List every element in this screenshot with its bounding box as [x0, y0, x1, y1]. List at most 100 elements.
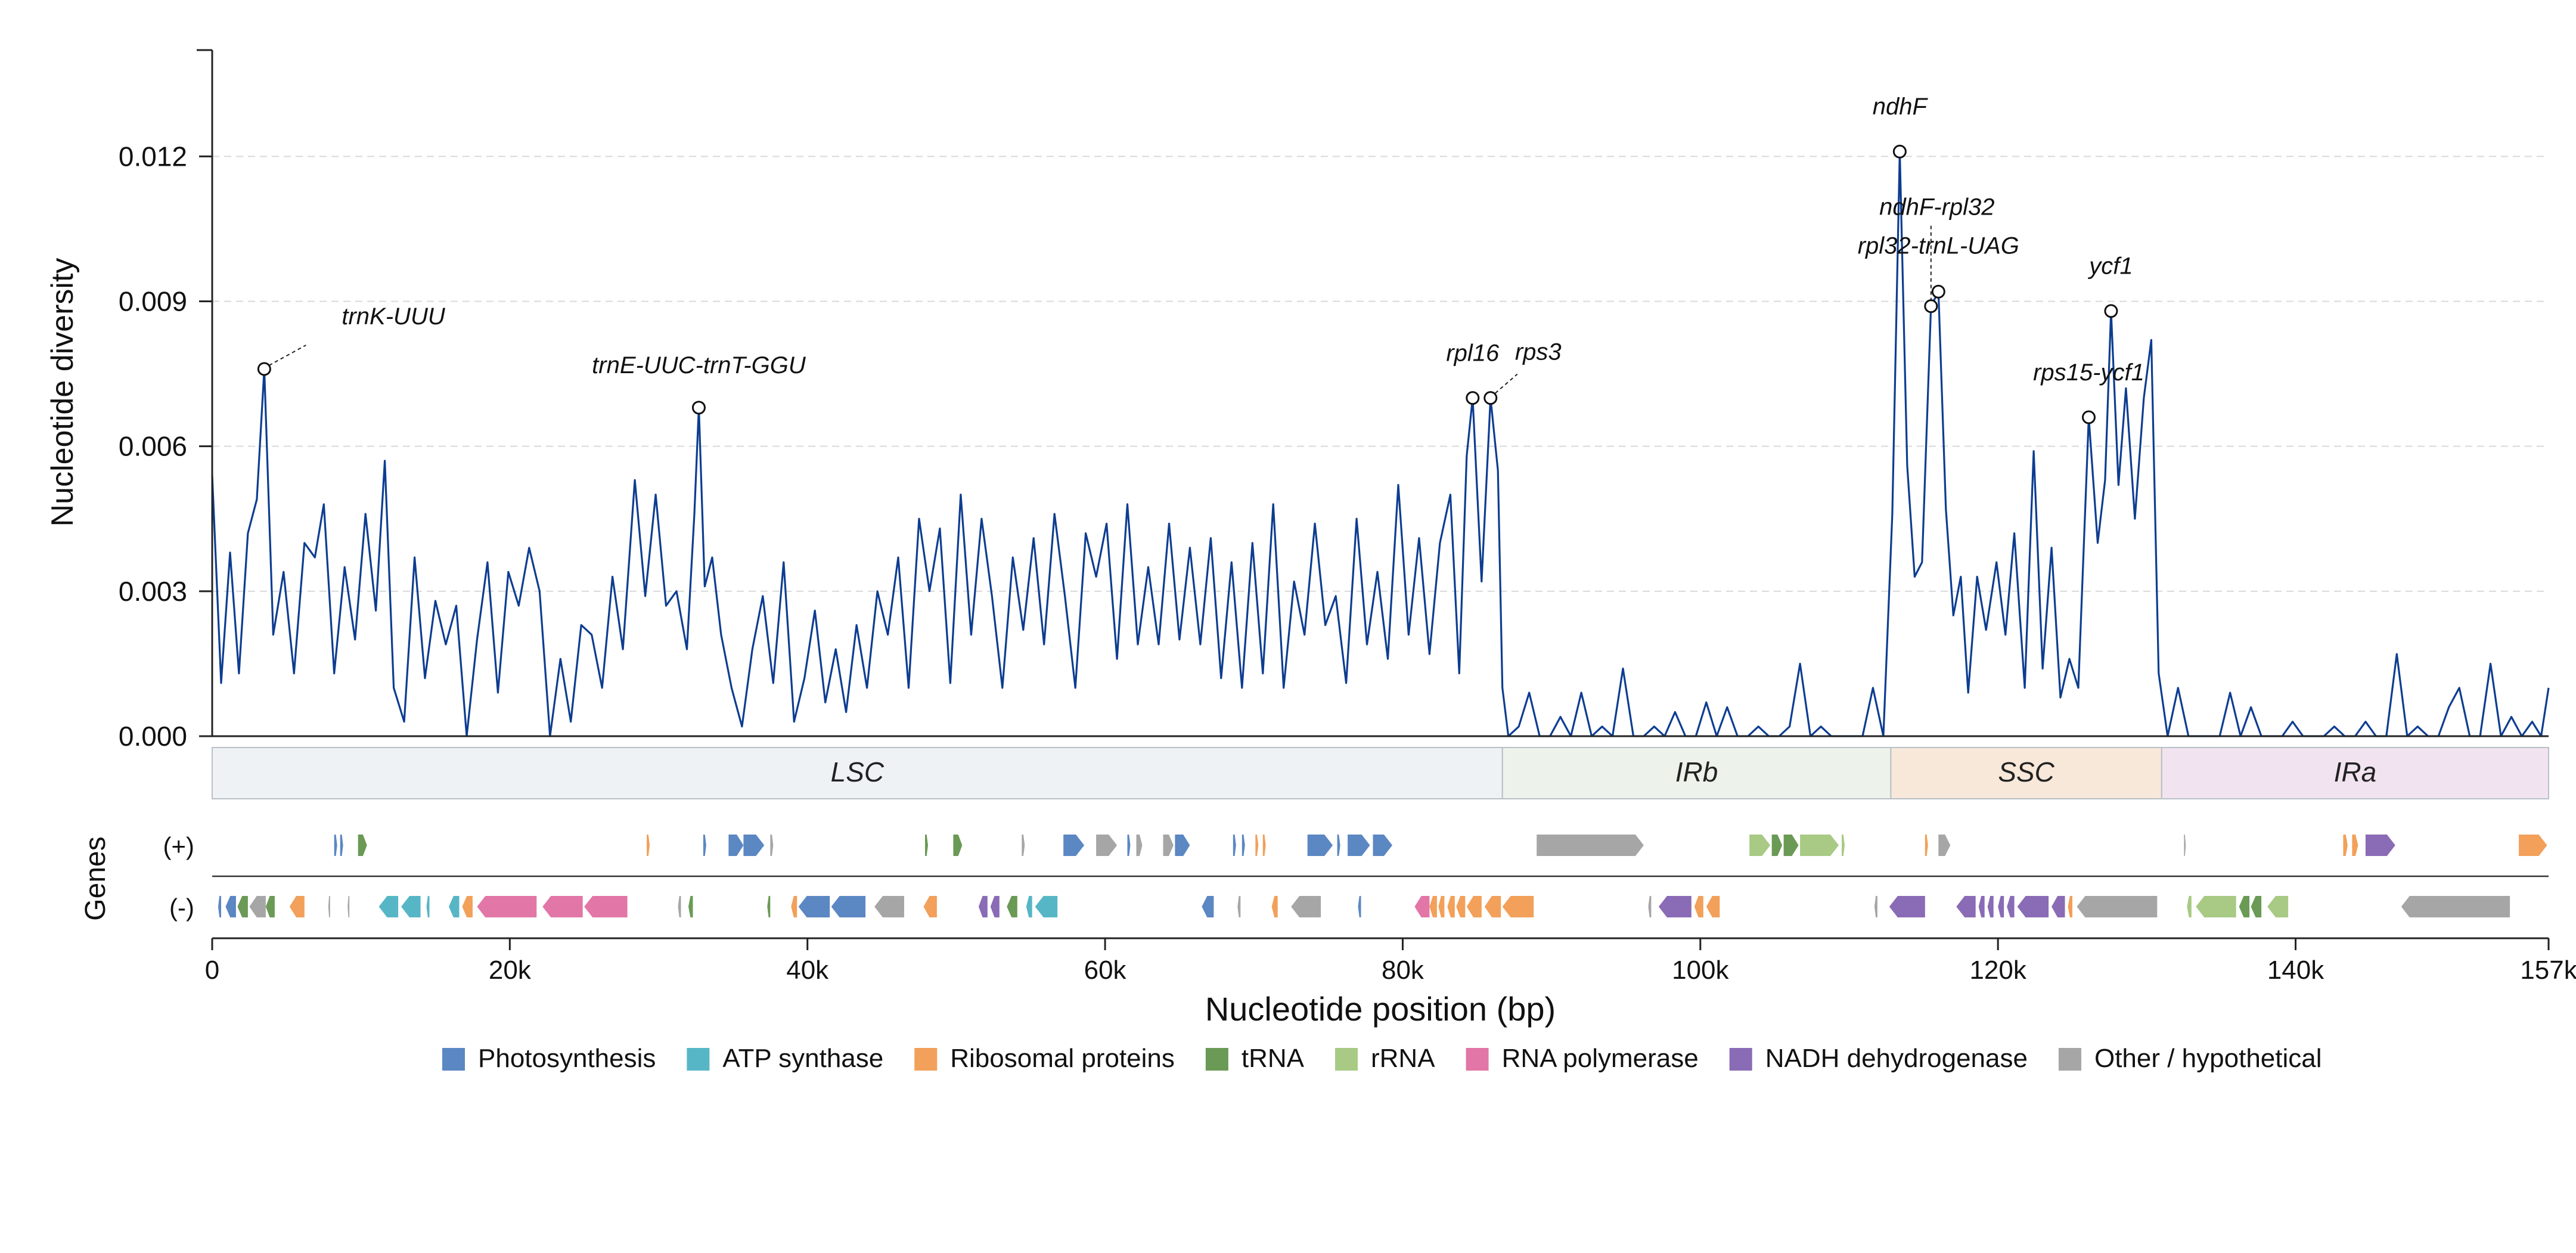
gene-arrow — [953, 835, 963, 856]
gene-arrow — [1202, 896, 1214, 917]
region-box — [2161, 747, 2550, 799]
x-tick-label: 40k — [786, 956, 829, 985]
gene-arrow — [1262, 835, 1266, 856]
gene-arrow — [2187, 896, 2192, 917]
gene-arrow — [1007, 896, 1017, 917]
gene-arrow — [340, 835, 343, 856]
peak-label: trnK-UUU — [342, 303, 445, 330]
gene-arrow — [1035, 896, 1058, 917]
x-tick-label: 100k — [1672, 956, 1729, 985]
x-tick-label: 80k — [1382, 956, 1424, 985]
gene-arrow — [2239, 896, 2250, 917]
genome-region-band: LSC IRb SSC IRa — [212, 747, 2550, 799]
gene-arrow — [1414, 896, 1430, 917]
legend-label: RNA polymerase — [1502, 1044, 1699, 1073]
legend-label: Other / hypothetical — [2094, 1044, 2322, 1073]
gene-arrow — [1842, 835, 1845, 856]
gene-arrow — [1136, 835, 1143, 856]
peak-marker — [1931, 284, 1945, 299]
peak-label: ycf1 — [2087, 253, 2133, 280]
gene-arrow — [1438, 896, 1445, 917]
gene-arrow — [1242, 835, 1245, 856]
gene-arrow — [334, 835, 337, 856]
x-axis-label: Nucleotide position (bp) — [1205, 990, 1556, 1028]
legend-label: NADH dehydrogenase — [1765, 1044, 2028, 1073]
gene-arrow — [1998, 896, 2004, 917]
gene-arrow — [1771, 835, 1783, 856]
gene-arrow — [584, 896, 628, 917]
y-tick-label: 0.006 — [119, 431, 187, 462]
diversity-series-line — [211, 150, 2550, 737]
genes-track-label: Genes — [80, 836, 111, 920]
gene-arrow — [1447, 896, 1455, 917]
gene-arrows — [218, 835, 2547, 917]
peak-marker — [1924, 299, 1938, 314]
gene-arrow — [449, 896, 460, 917]
minus-strand-label: (-) — [169, 894, 194, 922]
y-tick-label: 0.012 — [119, 141, 187, 172]
gene-arrow — [2365, 835, 2395, 856]
gene-arrow — [1291, 896, 1321, 917]
peak-marker — [1892, 144, 1907, 159]
gene-arrow — [1648, 896, 1652, 917]
gene-arrow — [1466, 896, 1482, 917]
region-label: LSC — [831, 756, 884, 787]
gene-arrow — [1874, 896, 1877, 917]
gene-arrow — [1800, 835, 1839, 856]
gene-arrow — [2251, 896, 2262, 917]
gene-arrow — [2052, 896, 2065, 917]
gene-arrow — [1706, 896, 1720, 917]
gene-arrow — [728, 835, 744, 856]
legend-swatch — [1466, 1048, 1489, 1071]
peak-label: ndhF-rpl32 — [1879, 194, 1994, 221]
legend-swatch — [914, 1048, 938, 1071]
gene-arrow — [1978, 896, 1985, 917]
gene-arrow — [923, 896, 937, 917]
gene-arrow — [2007, 896, 2015, 917]
gene-arrow — [978, 896, 988, 917]
gene-arrow — [770, 835, 774, 856]
gene-arrow — [1537, 835, 1644, 856]
y-tick-label: 0.003 — [119, 576, 187, 607]
gene-arrow — [1956, 896, 1976, 917]
legend: Photosynthesis ATP synthase Ribosomal prot… — [442, 1044, 2322, 1073]
gene-arrow — [1925, 835, 1928, 856]
legend-swatch — [1729, 1048, 1752, 1071]
gene-arrow — [874, 896, 904, 917]
gene-arrow — [1337, 835, 1340, 856]
gene-arrow — [289, 896, 305, 917]
gene-arrow — [1348, 835, 1370, 856]
gene-arrow — [703, 835, 706, 856]
plus-strand-label: (+) — [163, 832, 195, 860]
gene-arrow — [1307, 835, 1333, 856]
region-label: IRb — [1675, 756, 1718, 787]
y-tick-label: 0.000 — [119, 721, 187, 752]
legend-swatch — [687, 1048, 710, 1071]
gene-arrow — [1429, 896, 1437, 917]
gene-arrow — [688, 896, 693, 917]
gene-arrow — [2352, 835, 2358, 856]
peak-marker — [1466, 391, 1480, 405]
gene-arrow — [2017, 896, 2049, 917]
gene-arrow — [249, 896, 266, 917]
y-axis-label: Nucleotide diversity — [45, 258, 80, 527]
gene-arrow — [1749, 835, 1771, 856]
peak-leader-line — [268, 345, 306, 366]
region-label: SSC — [1998, 756, 2054, 787]
y-axis-ticks: 0.000 0.003 0.006 0.009 0.012 — [119, 141, 212, 752]
gene-arrow — [1022, 835, 1025, 856]
gene-arrow — [743, 835, 765, 856]
peak-annotations: trnK-UUU trnE-UUC-trnT-GGU rpl16 rps3 ndhF nd… — [257, 94, 2144, 424]
gene-arrow — [1175, 835, 1190, 856]
gene-arrow — [1783, 835, 1799, 856]
peak-marker — [1483, 391, 1498, 405]
gene-arrow — [2077, 896, 2158, 917]
gene-arrow — [426, 896, 430, 917]
x-tick-label: 20k — [489, 956, 532, 985]
gene-arrow — [542, 896, 583, 917]
legend-swatch — [1205, 1048, 1228, 1071]
gene-arrow — [678, 896, 681, 917]
gene-arrow — [1658, 896, 1692, 917]
peak-label: rps3 — [1515, 339, 1562, 365]
gene-arrow — [1987, 896, 1994, 917]
